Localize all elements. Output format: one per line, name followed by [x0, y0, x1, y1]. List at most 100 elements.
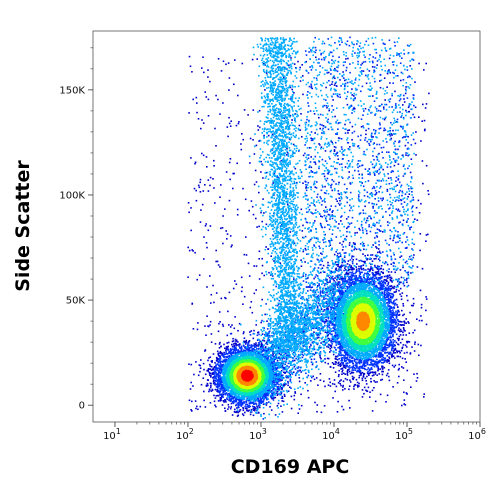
event-dot — [339, 278, 341, 281]
event-dot — [401, 292, 404, 294]
event-dot — [331, 340, 333, 343]
event-dot — [261, 220, 263, 223]
event-dot — [333, 293, 336, 296]
event-dot — [363, 248, 365, 251]
event-dot — [247, 346, 249, 348]
event-dot — [397, 178, 400, 180]
event-dot — [366, 191, 369, 194]
event-dot — [378, 244, 380, 246]
event-dot — [342, 64, 345, 67]
event-dot — [351, 216, 354, 219]
event-dot — [242, 351, 244, 353]
event-dot — [308, 119, 310, 122]
event-dot — [310, 344, 312, 347]
event-dot — [423, 393, 425, 395]
event-dot — [329, 347, 331, 350]
event-dot — [317, 267, 320, 269]
event-dot — [367, 254, 369, 256]
event-dot — [405, 318, 407, 320]
event-dot — [337, 281, 340, 283]
event-dot — [212, 178, 214, 180]
event-dot — [303, 341, 305, 343]
event-dot — [389, 72, 392, 74]
event-dot — [354, 367, 356, 370]
event-dot — [333, 84, 336, 86]
event-dot — [360, 64, 362, 66]
event-dot — [384, 43, 386, 45]
event-dot — [405, 152, 407, 154]
event-dot — [268, 331, 270, 333]
event-dot — [391, 297, 394, 299]
event-dot — [341, 275, 343, 278]
event-dot — [410, 386, 412, 388]
event-dot — [252, 332, 255, 335]
event-dot — [216, 382, 219, 385]
event-dot — [274, 378, 277, 380]
event-dot — [349, 361, 351, 364]
event-dot — [372, 155, 374, 157]
event-dot — [213, 159, 215, 162]
event-dot — [314, 276, 317, 278]
event-dot — [357, 166, 359, 169]
event-dot — [327, 308, 330, 311]
event-dot — [337, 283, 339, 285]
event-dot — [319, 127, 321, 130]
event-dot — [339, 266, 341, 269]
event-dot — [398, 210, 401, 212]
event-dot — [357, 170, 360, 172]
event-dot — [272, 370, 275, 373]
event-dot — [227, 349, 230, 351]
event-dot — [219, 388, 222, 390]
event-dot — [318, 167, 320, 170]
event-dot — [335, 269, 338, 272]
event-dot — [219, 363, 222, 365]
event-dot — [209, 372, 212, 375]
event-dot — [425, 296, 427, 298]
event-dot — [358, 196, 360, 198]
event-dot — [345, 58, 347, 60]
event-dot — [327, 128, 330, 131]
event-dot — [250, 330, 253, 332]
event-dot — [356, 277, 358, 280]
event-dot — [323, 42, 326, 45]
event-dot — [355, 358, 357, 361]
event-dot — [388, 207, 390, 210]
event-dot — [319, 379, 322, 381]
event-dot — [313, 277, 315, 280]
event-dot — [373, 147, 376, 150]
event-dot — [395, 103, 397, 105]
event-dot — [407, 321, 409, 323]
event-dot — [361, 85, 364, 88]
event-dot — [313, 294, 315, 296]
event-dot — [279, 378, 282, 381]
event-dot — [400, 298, 403, 301]
event-dot — [337, 227, 339, 229]
event-dot — [398, 367, 400, 370]
event-dot — [361, 271, 363, 274]
event-dot — [243, 340, 245, 343]
event-dot — [325, 319, 327, 321]
event-dot — [386, 263, 389, 266]
event-dot — [191, 400, 193, 403]
event-dot — [378, 168, 381, 171]
event-dot — [226, 397, 228, 399]
event-dot — [379, 74, 382, 76]
event-dot — [348, 264, 351, 266]
event-dot — [307, 102, 309, 104]
event-dot — [366, 219, 368, 222]
event-dot — [228, 354, 231, 357]
event-dot — [217, 354, 220, 357]
event-dot — [235, 400, 238, 403]
event-dot — [280, 370, 283, 372]
event-dot — [403, 98, 405, 100]
event-dot — [207, 190, 210, 192]
event-dot — [262, 348, 265, 351]
event-dot — [199, 221, 202, 223]
event-dot — [351, 125, 354, 128]
event-dot — [322, 310, 325, 313]
event-dot — [389, 135, 392, 137]
event-dot — [212, 380, 215, 383]
event-dot — [221, 389, 223, 391]
event-dot — [203, 236, 205, 238]
event-dot — [205, 96, 208, 98]
